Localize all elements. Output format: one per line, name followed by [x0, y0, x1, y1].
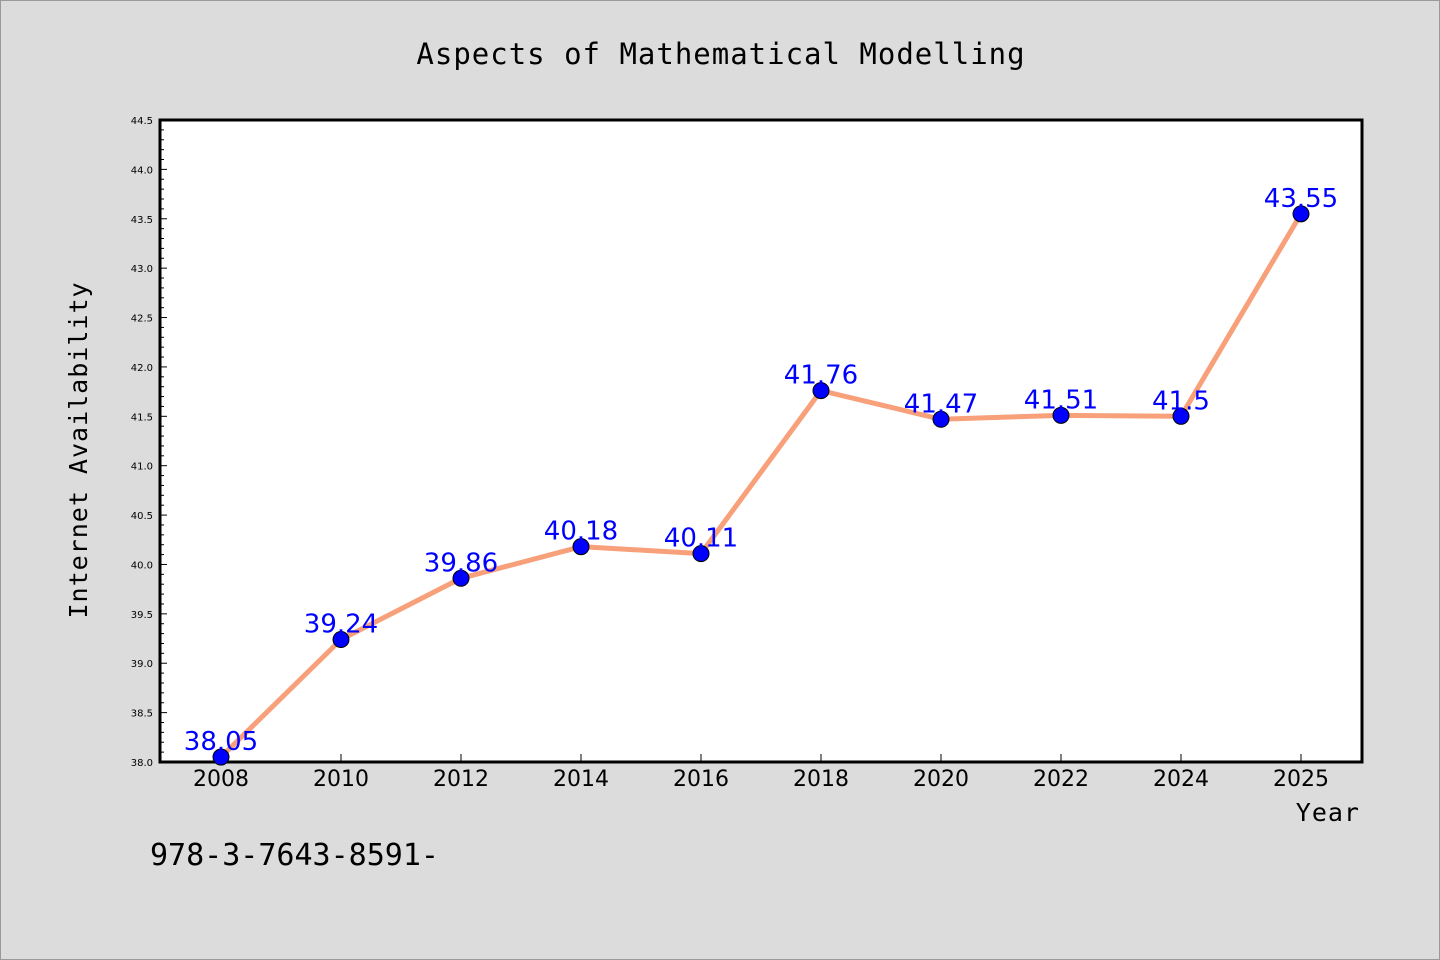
footer-note: 978-3-7643-8591- — [150, 838, 439, 873]
y-tick-label: 44.0 — [131, 165, 153, 176]
data-label: 39.86 — [424, 548, 498, 578]
y-tick-label: 41.5 — [131, 412, 153, 423]
y-tick-label: 42.0 — [131, 363, 153, 374]
y-axis-label: Internet Availability — [64, 281, 93, 618]
x-tick-label: 2018 — [793, 767, 849, 792]
data-point — [332, 631, 350, 649]
data-label: 43.55 — [1264, 184, 1338, 214]
data-label-layer: 38.05 39.24 39.86 40.18 40.11 41.76 41.47 41.51… — [184, 184, 1338, 757]
x-axis: 2008 2010 2012 2014 2016 2018 2020 2022 2024 2025 — [193, 754, 1329, 792]
y-tick-label: 38.5 — [131, 709, 153, 720]
plot-area — [158, 118, 1364, 764]
chart-title: Aspects of Mathematical Modelling — [416, 37, 1025, 71]
y-tick-label: 43.0 — [131, 264, 153, 275]
y-tick-label: 39.5 — [131, 610, 153, 621]
x-tick-label: 2022 — [1033, 767, 1089, 792]
y-tick-label: 44.5 — [131, 116, 153, 127]
data-label: 41.76 — [784, 361, 858, 391]
data-label: 40.18 — [544, 517, 618, 547]
data-label: 39.24 — [304, 610, 378, 640]
x-tick-label: 2010 — [313, 767, 369, 792]
data-label: 41.5 — [1152, 386, 1210, 416]
x-tick-label: 2014 — [553, 767, 609, 792]
data-label: 41.47 — [904, 389, 978, 419]
x-axis-label: Year — [1296, 798, 1360, 827]
x-tick-label: 2008 — [193, 767, 249, 792]
data-label: 38.05 — [184, 727, 258, 757]
data-point — [1292, 205, 1310, 223]
x-tick-label: 2020 — [913, 767, 969, 792]
x-tick-label: 2025 — [1273, 767, 1329, 792]
x-tick-label: 2024 — [1153, 767, 1209, 792]
y-tick-label: 40.5 — [131, 511, 153, 522]
y-tick-label: 38.0 — [131, 758, 153, 769]
x-tick-label: 2016 — [673, 767, 729, 792]
y-tick-label: 40.0 — [131, 560, 153, 571]
data-point — [1052, 406, 1070, 424]
data-point — [1172, 407, 1190, 425]
y-axis: 38.0 38.5 39.0 39.5 40.0 40.5 41.0 41.5 42.0 42.5… — [131, 116, 167, 769]
data-point — [692, 545, 710, 563]
data-point — [212, 748, 230, 766]
y-tick-label: 42.5 — [131, 314, 153, 325]
data-label: 41.51 — [1024, 385, 1098, 415]
series-layer — [212, 205, 1310, 766]
data-point — [932, 410, 950, 428]
y-tick-label: 39.0 — [131, 659, 153, 670]
x-tick-label: 2012 — [433, 767, 489, 792]
data-label: 40.11 — [664, 524, 738, 554]
data-point — [812, 382, 830, 400]
y-tick-label: 43.5 — [131, 215, 153, 226]
data-point — [572, 538, 590, 556]
y-tick-label: 41.0 — [131, 462, 153, 473]
series-line — [218, 211, 1304, 760]
data-point — [452, 569, 470, 587]
